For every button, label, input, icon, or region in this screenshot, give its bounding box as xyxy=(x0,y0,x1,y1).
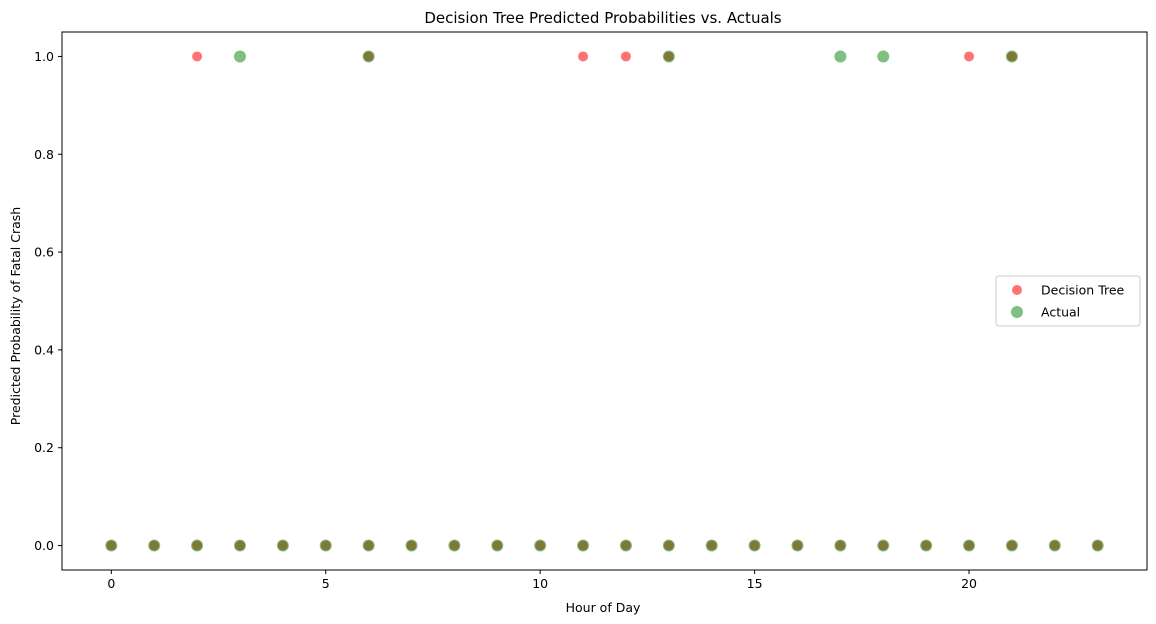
x-axis-label: Hour of Day xyxy=(566,600,641,615)
x-tick-label: 10 xyxy=(532,576,548,591)
actual-point xyxy=(534,539,547,552)
actual-point xyxy=(577,539,590,552)
actual-point xyxy=(233,539,246,552)
actual-point xyxy=(448,539,461,552)
x-tick-label: 20 xyxy=(961,576,977,591)
y-tick-label: 1.0 xyxy=(34,49,54,64)
plot-area xyxy=(61,31,1148,571)
actual-point xyxy=(362,50,375,63)
actual-point xyxy=(405,539,418,552)
x-tick-label: 0 xyxy=(107,576,115,591)
actual-point xyxy=(1048,539,1061,552)
y-tick-label: 0.6 xyxy=(34,245,54,260)
actual-point xyxy=(1005,539,1018,552)
actual-point xyxy=(877,50,890,63)
actual-point xyxy=(877,539,890,552)
actual-point xyxy=(791,539,804,552)
y-axis: 0.0 0.2 0.4 0.6 0.8 1.0 xyxy=(34,49,62,553)
decision-tree-point xyxy=(964,51,975,62)
decision-tree-point xyxy=(620,51,631,62)
actual-point xyxy=(963,539,976,552)
actual-point xyxy=(1005,50,1018,63)
actual-point xyxy=(662,50,675,63)
legend-label-actual: Actual xyxy=(1041,305,1080,320)
y-tick-label: 0.2 xyxy=(34,440,54,455)
y-tick-label: 0.8 xyxy=(34,147,54,162)
actual-point xyxy=(920,539,933,552)
actual-point xyxy=(233,50,246,63)
actual-point xyxy=(619,539,632,552)
actual-point xyxy=(148,539,161,552)
actual-point xyxy=(1091,539,1104,552)
x-axis: 0 5 10 15 20 xyxy=(107,570,977,591)
legend-label-decision-tree: Decision Tree xyxy=(1041,283,1125,298)
actual-point xyxy=(191,539,204,552)
decision-tree-point xyxy=(192,51,203,62)
legend-marker-decision-tree xyxy=(1012,285,1022,295)
decision-tree-point xyxy=(578,51,589,62)
chart-title: Decision Tree Predicted Probabilities vs… xyxy=(424,9,781,27)
x-tick-label: 5 xyxy=(322,576,330,591)
actual-point xyxy=(662,539,675,552)
legend-box xyxy=(995,275,1141,327)
legend: Decision Tree Actual xyxy=(995,275,1141,327)
points-layer xyxy=(105,50,1104,552)
plot-frame xyxy=(61,31,1148,571)
actual-point xyxy=(834,539,847,552)
y-axis-label: Predicted Probability of Fatal Crash xyxy=(8,207,23,425)
actual-point xyxy=(705,539,718,552)
actual-point xyxy=(319,539,332,552)
actual-point xyxy=(362,539,375,552)
actual-point xyxy=(105,539,118,552)
actual-point xyxy=(491,539,504,552)
actual-point xyxy=(276,539,289,552)
actual-point xyxy=(748,539,761,552)
legend-marker-actual xyxy=(1011,306,1023,318)
y-tick-label: 0.0 xyxy=(34,538,54,553)
actual-point xyxy=(834,50,847,63)
x-tick-label: 15 xyxy=(747,576,763,591)
y-tick-label: 0.4 xyxy=(34,342,54,357)
